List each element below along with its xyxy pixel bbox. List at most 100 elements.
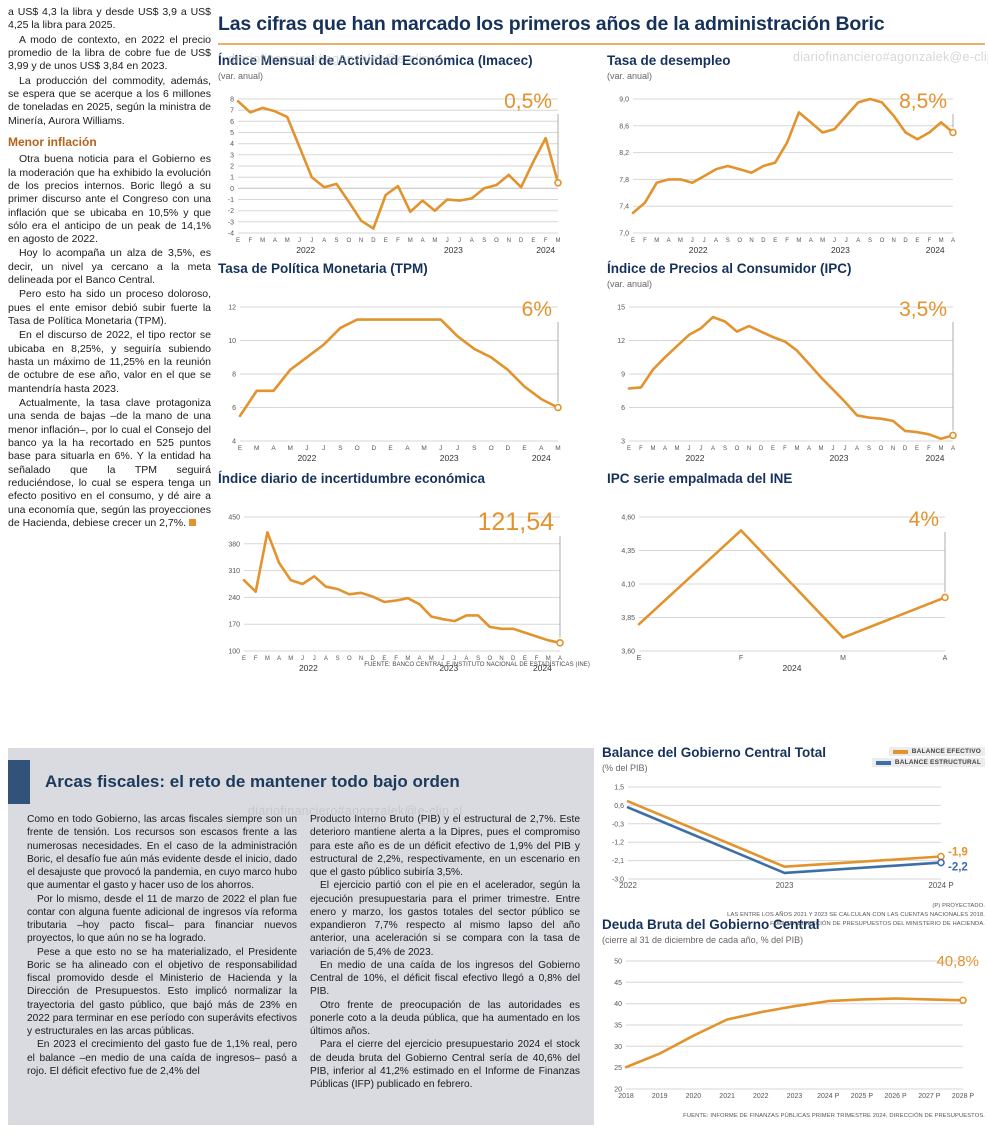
svg-text:10: 10 (228, 338, 236, 345)
svg-text:F: F (785, 238, 789, 244)
article-paragraph: Pero esto ha sido un proceso doloroso, p… (8, 288, 211, 328)
svg-text:J: J (439, 445, 442, 452)
fiscal-paragraph: En 2023 el crecimiento del gasto fue de … (27, 1039, 297, 1077)
svg-text:8: 8 (230, 96, 234, 103)
svg-text:F: F (739, 655, 743, 662)
incertidumbre-line-plot: 450 380 310 240 170 100 E F M A M J J A S O N D E F M A M J J A S O… (218, 501, 590, 682)
svg-text:N: N (499, 656, 503, 662)
svg-text:2028 P: 2028 P (952, 1093, 975, 1100)
desempleo-line-plot: 9,0 8,6 8,2 7,8 7,4 7,0 E F M A M J J A S O N D E F M A M J J A S O… (607, 83, 985, 264)
svg-text:12: 12 (228, 304, 236, 311)
svg-text:A: A (271, 445, 276, 452)
svg-text:D: D (903, 238, 908, 244)
svg-text:M: M (678, 238, 683, 244)
chart-footnotes: (P) PROYECTADO. LAS ENTRE LOS AÑOS 2021 … (602, 902, 985, 929)
svg-text:30: 30 (614, 1044, 622, 1051)
svg-text:O: O (355, 445, 360, 452)
svg-text:J: J (301, 656, 304, 662)
article-paragraph: En el discurso de 2022, el tipo rector s… (8, 329, 211, 395)
svg-text:40,8%: 40,8% (936, 953, 979, 970)
svg-text:E: E (627, 446, 631, 452)
svg-text:J: J (322, 445, 325, 452)
svg-text:7,8: 7,8 (619, 177, 629, 184)
article-paragraph: a US$ 4,3 la libra y desde US$ 3,9 a US$… (8, 6, 211, 32)
article-paragraph-text: Actualmente, la tasa clave protagoniza u… (8, 397, 211, 530)
svg-text:A: A (714, 238, 718, 244)
chart-title: Balance del Gobierno Central Total (602, 745, 827, 760)
svg-text:J: J (691, 238, 694, 244)
svg-text:J: J (310, 238, 313, 244)
svg-text:4: 4 (230, 141, 234, 148)
svg-text:2018: 2018 (618, 1093, 634, 1100)
svg-text:E: E (523, 656, 527, 662)
svg-text:M: M (796, 238, 801, 244)
svg-text:O: O (737, 238, 742, 244)
svg-text:M: M (265, 656, 270, 662)
svg-text:M: M (285, 238, 290, 244)
svg-text:O: O (489, 445, 494, 452)
svg-text:M: M (405, 656, 410, 662)
svg-text:2024: 2024 (536, 245, 555, 255)
svg-text:F: F (927, 238, 931, 244)
svg-text:0,5%: 0,5% (504, 90, 552, 113)
footnote: (P) PROYECTADO. (932, 902, 985, 909)
svg-text:0: 0 (230, 186, 234, 193)
svg-text:M: M (546, 656, 551, 662)
svg-text:O: O (487, 656, 492, 662)
svg-text:M: M (555, 445, 560, 452)
svg-text:E: E (238, 445, 243, 452)
svg-text:M: M (288, 656, 293, 662)
svg-text:E: E (915, 446, 919, 452)
svg-text:M: M (939, 446, 944, 452)
svg-text:100: 100 (228, 648, 240, 655)
chart-deuda: Deuda Bruta del Gobierno Central (cierre… (602, 917, 985, 1121)
svg-text:N: N (749, 238, 753, 244)
svg-text:-1: -1 (228, 197, 234, 204)
svg-text:E: E (631, 238, 635, 244)
svg-text:1,5: 1,5 (614, 784, 624, 791)
svg-text:2024: 2024 (532, 453, 551, 463)
svg-text:20: 20 (614, 1086, 622, 1093)
svg-text:D: D (519, 238, 524, 244)
svg-text:50: 50 (614, 958, 622, 965)
svg-text:A: A (663, 446, 667, 452)
svg-text:A: A (943, 655, 948, 662)
fiscal-paragraph: En medio de una caída de los ingresos de… (310, 959, 580, 998)
svg-text:170: 170 (228, 622, 240, 629)
svg-text:9: 9 (621, 371, 625, 378)
svg-text:E: E (771, 446, 775, 452)
svg-text:121,54: 121,54 (478, 508, 555, 536)
chart-ipc-empalmada: IPC serie empalmada del INE 4,60 4,35 4,10… (607, 471, 985, 682)
svg-text:O: O (347, 656, 352, 662)
infographic-title: Las cifras que han marcado los primeros … (218, 13, 885, 35)
balance-title-group: Balance del Gobierno Central Total (% de… (602, 745, 827, 773)
svg-text:E: E (242, 656, 246, 662)
svg-text:M: M (421, 445, 426, 452)
svg-text:O: O (346, 238, 351, 244)
svg-text:4,60: 4,60 (621, 514, 635, 521)
svg-text:9,0: 9,0 (619, 96, 629, 103)
svg-text:M: M (254, 445, 259, 452)
svg-text:7,0: 7,0 (619, 230, 629, 237)
fiscal-paragraph: Como en todo Gobierno, las arcas fiscale… (27, 814, 297, 892)
chart-tpm: Tasa de Política Monetaria (TPM) 12 10 8 6 4… (218, 261, 590, 472)
chart-subtitle: (var. anual) (607, 70, 653, 81)
svg-text:M: M (939, 238, 944, 244)
svg-text:O: O (880, 238, 885, 244)
fiscal-headline: Arcas fiscales: el reto de mantener todo… (45, 772, 460, 791)
svg-text:A: A (667, 238, 671, 244)
svg-text:A: A (951, 238, 955, 244)
svg-text:M: M (260, 238, 265, 244)
svg-text:A: A (421, 238, 425, 244)
svg-text:-2,2: -2,2 (948, 861, 968, 873)
svg-text:380: 380 (228, 541, 240, 548)
svg-text:2021: 2021 (719, 1093, 735, 1100)
article-paragraph: A modo de contexto, en 2022 el precio pr… (8, 33, 211, 73)
chart-title: Índice Mensual de Actividad Económica (I… (218, 53, 533, 68)
svg-text:5: 5 (230, 130, 234, 137)
legend-label: BALANCE EFECTIVO (911, 748, 981, 755)
fiscal-paragraph: Otro frente de preocupación de las autor… (310, 999, 580, 1038)
article-paragraph: Hoy lo acompaña un alza de 3,5%, es deci… (8, 247, 211, 287)
svg-text:2024: 2024 (926, 453, 945, 463)
svg-text:4,35: 4,35 (621, 548, 635, 555)
